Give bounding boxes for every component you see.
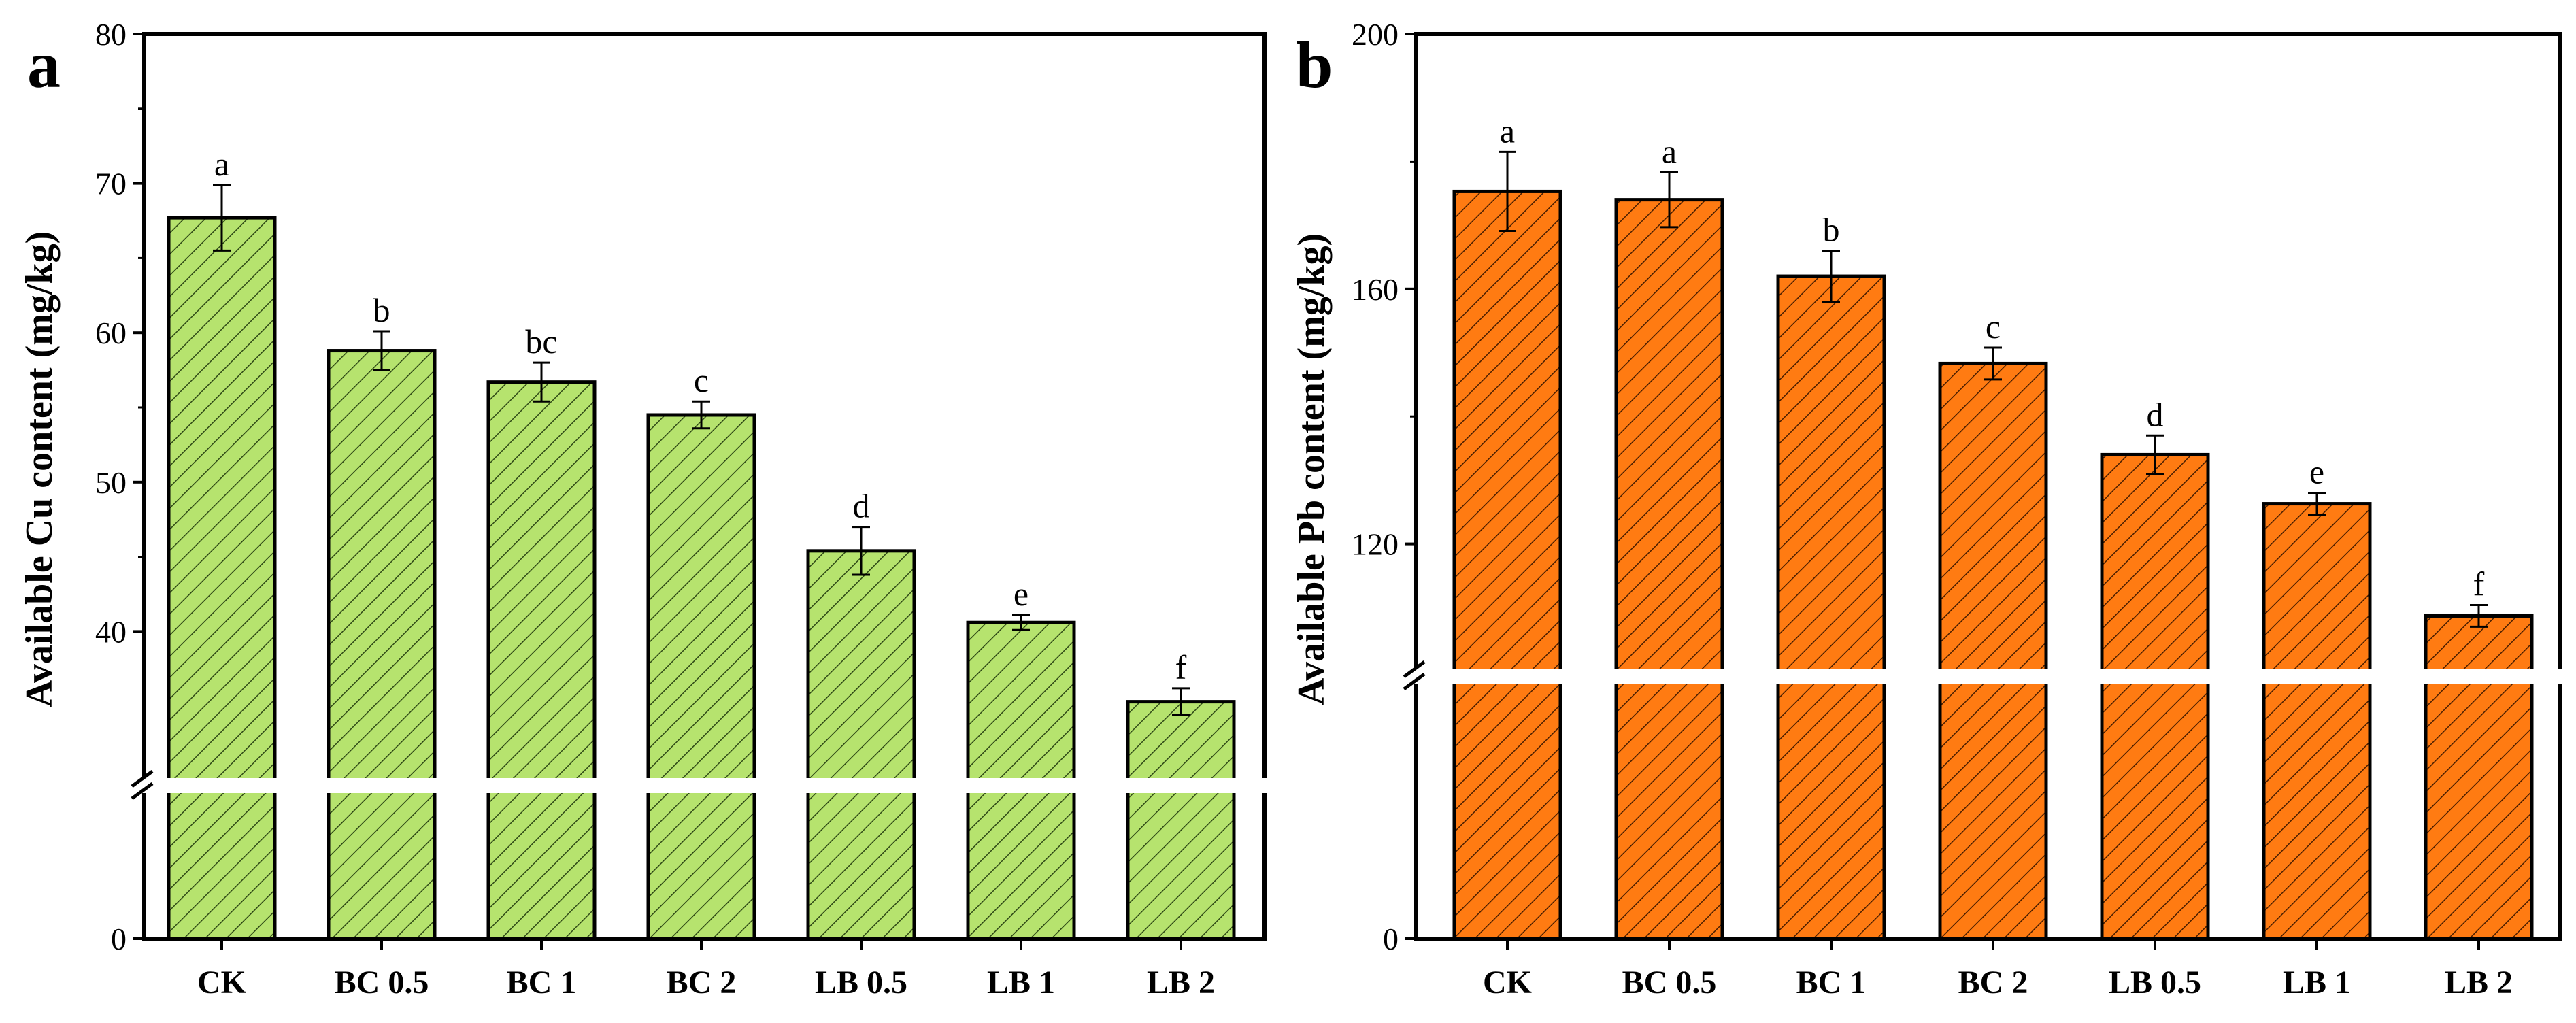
- category-label: BC 2: [1958, 965, 2028, 1001]
- axis-break: [125, 769, 1269, 801]
- error-bar: [692, 400, 710, 430]
- error-bar: [2308, 492, 2326, 516]
- significance-label: f: [1175, 648, 1187, 686]
- axis-break: [1397, 660, 2564, 691]
- significance-label: d: [2147, 395, 2164, 433]
- bar: [2262, 502, 2372, 941]
- error-bar: [852, 526, 870, 576]
- bar-group: a b bc c d e f: [167, 145, 1236, 941]
- significance-label: a: [214, 145, 229, 183]
- bar: [646, 413, 756, 941]
- error-bar: [1172, 687, 1190, 716]
- bar: [1126, 700, 1236, 941]
- category-label: LB 2: [1147, 965, 1215, 1001]
- significance-label: a: [1500, 112, 1515, 150]
- error-bar: [213, 184, 231, 252]
- y-tick-label: 80: [95, 17, 127, 52]
- bar: [1776, 274, 1886, 941]
- category-label: BC 0.5: [1622, 965, 1717, 1001]
- category-label: BC 1: [507, 965, 577, 1001]
- y-axis-ticks: 0 120 160 200: [1352, 17, 2564, 956]
- bar: [806, 549, 916, 941]
- significance-label: e: [2309, 453, 2324, 491]
- y-tick-label: 0: [1383, 922, 1399, 956]
- y-tick-label: 50: [95, 465, 127, 500]
- panel-label: b: [1296, 29, 1333, 102]
- error-bar: [1822, 250, 1840, 303]
- category-label: LB 0.5: [2109, 965, 2201, 1001]
- error-bar: [2146, 434, 2164, 475]
- category-label: LB 0.5: [815, 965, 907, 1001]
- bar: [2100, 452, 2210, 941]
- error-bar: [373, 330, 390, 371]
- error-bar: [1012, 614, 1030, 631]
- x-axis-ticks: CK BC 0.5 BC 1 BC 2 LB 0.5 LB 1 LB 2: [197, 939, 1215, 1001]
- error-bar: [533, 361, 550, 403]
- category-label: LB 2: [2445, 965, 2513, 1001]
- y-axis-title: Available Pb content (mg/kg): [1290, 233, 1333, 705]
- category-label: BC 0.5: [335, 965, 429, 1001]
- y-tick-label: 60: [95, 316, 127, 350]
- significance-label: bc: [525, 322, 557, 360]
- y-tick-label: 0: [111, 922, 127, 956]
- bar: [1452, 189, 1562, 941]
- y-tick-label: 200: [1352, 17, 1399, 52]
- y-tick-label: 40: [95, 614, 127, 649]
- significance-label: c: [694, 361, 709, 399]
- significance-label: a: [1662, 132, 1677, 170]
- panel-a: a Available Cu content (mg/kg) abbccdef …: [18, 17, 1269, 1001]
- x-axis-ticks: CK BC 0.5 BC 1 BC 2 LB 0.5 LB 1 LB 2: [1483, 939, 2513, 1001]
- significance-label: c: [1986, 307, 2001, 346]
- significance-label: d: [853, 487, 870, 525]
- significance-label: b: [1823, 211, 1840, 249]
- significance-label: e: [1014, 575, 1028, 613]
- bar: [167, 216, 277, 941]
- y-tick-label: 120: [1352, 527, 1399, 562]
- bar: [1614, 198, 1724, 941]
- error-bar: [1499, 150, 1516, 233]
- error-bar: [1660, 171, 1678, 229]
- error-bar: [2470, 604, 2488, 628]
- y-axis-title: Available Cu content (mg/kg): [18, 231, 61, 708]
- category-label: LB 1: [987, 965, 1055, 1001]
- y-tick-label: 160: [1352, 272, 1399, 307]
- category-label: CK: [197, 965, 246, 1001]
- y-tick-label: 70: [95, 167, 127, 201]
- bar: [486, 380, 597, 941]
- panel-label: a: [27, 29, 61, 102]
- category-label: LB 1: [2283, 965, 2351, 1001]
- bar-group: a a b c d e f: [1452, 112, 2534, 941]
- category-label: BC 1: [1796, 965, 1867, 1001]
- error-bar: [1984, 346, 2002, 381]
- category-label: CK: [1483, 965, 1532, 1001]
- significance-label: b: [373, 291, 390, 329]
- y-axis-ticks: 0 40 50 60 70 80: [95, 17, 1269, 956]
- category-label: BC 2: [667, 965, 737, 1001]
- bar: [1938, 361, 2048, 941]
- significance-label: f: [2473, 565, 2485, 603]
- bar: [2424, 614, 2534, 941]
- panel-b: b Available Pb content (mg/kg) a a b c d e f 0…: [1290, 17, 2564, 1001]
- bar: [327, 349, 437, 941]
